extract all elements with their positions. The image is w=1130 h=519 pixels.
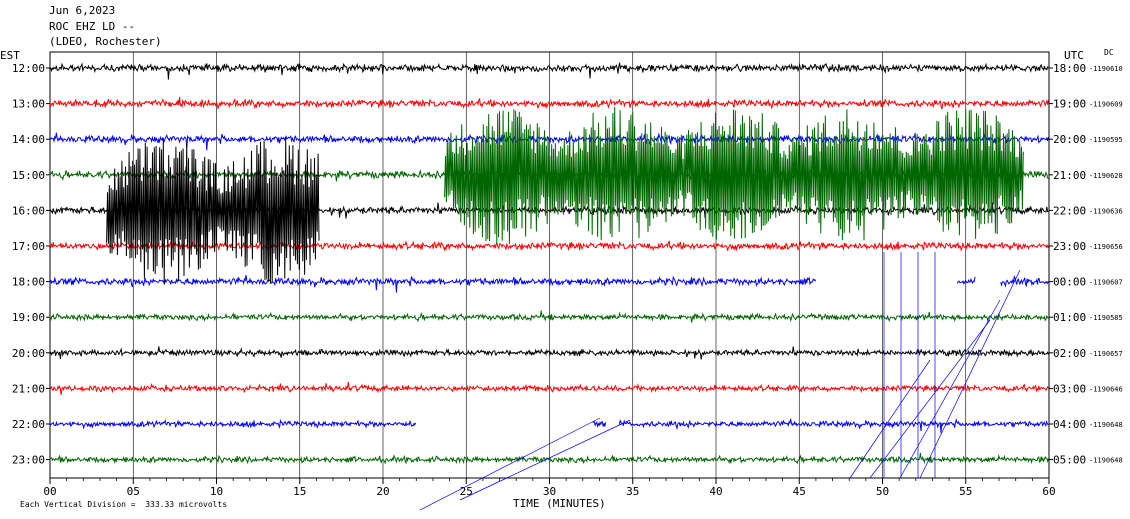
row-label-right: 05:00 bbox=[1053, 454, 1086, 467]
row-label-right: 01:00 bbox=[1053, 311, 1086, 324]
earthquake-signal bbox=[444, 106, 1024, 245]
seismic-trace bbox=[49, 418, 417, 430]
right-zone-label: UTC bbox=[1064, 49, 1084, 62]
calibration-line bbox=[919, 269, 1021, 479]
row-label-right: 18:00 bbox=[1053, 62, 1086, 75]
seismic-trace bbox=[592, 421, 607, 429]
seismic-trace bbox=[49, 240, 1049, 252]
seismic-trace bbox=[49, 275, 817, 293]
row-label-left: 15:00 bbox=[12, 169, 45, 182]
x-tick-label: 05 bbox=[127, 485, 140, 498]
row-label-right: 03:00 bbox=[1053, 382, 1086, 395]
x-tick-label: 25 bbox=[460, 485, 473, 498]
row-dc-offset: -1190610 bbox=[1089, 65, 1123, 73]
seismic-trace bbox=[1000, 274, 1050, 288]
x-tick-label: 30 bbox=[543, 485, 556, 498]
row-label-right: 19:00 bbox=[1053, 98, 1086, 111]
row-label-right: 21:00 bbox=[1053, 169, 1086, 182]
x-tick-label: 10 bbox=[210, 485, 223, 498]
row-dc-offset: -1190607 bbox=[1089, 279, 1123, 287]
row-dc-offset: -1190628 bbox=[1089, 172, 1123, 180]
row-dc-offset: -1190595 bbox=[1089, 136, 1123, 144]
row-label-right: 20:00 bbox=[1053, 133, 1086, 146]
calibration-line bbox=[869, 319, 991, 479]
seismic-trace bbox=[49, 346, 1049, 360]
row-label-left: 13:00 bbox=[12, 98, 45, 111]
calibration-line bbox=[899, 299, 1001, 479]
calibration-line bbox=[849, 359, 931, 479]
row-label-right: 22:00 bbox=[1053, 204, 1086, 217]
seismic-trace bbox=[49, 381, 1049, 395]
row-label-left: 22:00 bbox=[12, 418, 45, 431]
x-tick-label: 55 bbox=[959, 485, 972, 498]
left-zone-label: EST bbox=[0, 49, 20, 62]
dc-label: DC bbox=[1104, 48, 1114, 57]
header-station: ROC EHZ LD -- bbox=[49, 20, 136, 33]
row-dc-offset: -1190656 bbox=[1089, 243, 1123, 251]
seismic-trace bbox=[618, 418, 1049, 433]
row-label-right: 00:00 bbox=[1053, 276, 1086, 289]
seismic-trace bbox=[49, 96, 1049, 111]
row-label-left: 20:00 bbox=[12, 347, 45, 360]
row-label-left: 18:00 bbox=[12, 276, 45, 289]
earthquake-signal bbox=[106, 137, 320, 285]
calibration-line bbox=[459, 419, 631, 501]
x-axis-title: TIME (MINUTES) bbox=[513, 497, 606, 510]
x-tick-label: 45 bbox=[793, 485, 806, 498]
seismic-trace bbox=[49, 132, 1049, 151]
row-label-right: 02:00 bbox=[1053, 347, 1086, 360]
x-tick-label: 20 bbox=[376, 485, 389, 498]
row-label-left: 19:00 bbox=[12, 311, 45, 324]
seismic-trace bbox=[956, 276, 976, 286]
calibration-line bbox=[419, 417, 601, 511]
header-network: (LDEO, Rochester) bbox=[49, 35, 162, 48]
x-tick-label: 15 bbox=[293, 485, 306, 498]
x-tick-label: 50 bbox=[876, 485, 889, 498]
scale-note: Each Vertical Division = 333.33 microvol… bbox=[20, 500, 228, 509]
row-label-left: 12:00 bbox=[12, 62, 45, 75]
row-label-left: 16:00 bbox=[12, 204, 45, 217]
x-tick-label: 35 bbox=[626, 485, 639, 498]
row-dc-offset: -1190609 bbox=[1089, 101, 1123, 109]
row-dc-offset: -1190648 bbox=[1089, 421, 1123, 429]
row-dc-offset: -1190648 bbox=[1089, 457, 1123, 465]
row-label-right: 23:00 bbox=[1053, 240, 1086, 253]
header-date: Jun 6,2023 bbox=[49, 4, 116, 17]
row-dc-offset: -1190585 bbox=[1089, 314, 1123, 322]
seismic-trace bbox=[49, 310, 1049, 323]
row-label-right: 04:00 bbox=[1053, 418, 1086, 431]
row-label-left: 17:00 bbox=[12, 240, 45, 253]
x-tick-label: 40 bbox=[709, 485, 722, 498]
row-dc-offset: -1190657 bbox=[1089, 350, 1123, 358]
seismic-trace bbox=[49, 62, 1049, 80]
row-dc-offset: -1190646 bbox=[1089, 385, 1123, 393]
row-dc-offset: -1190636 bbox=[1089, 207, 1123, 215]
row-label-left: 14:00 bbox=[12, 133, 45, 146]
row-label-left: 21:00 bbox=[12, 382, 45, 395]
x-tick-label: 00 bbox=[43, 485, 56, 498]
x-tick-label: 60 bbox=[1042, 485, 1055, 498]
row-label-left: 23:00 bbox=[12, 454, 45, 467]
